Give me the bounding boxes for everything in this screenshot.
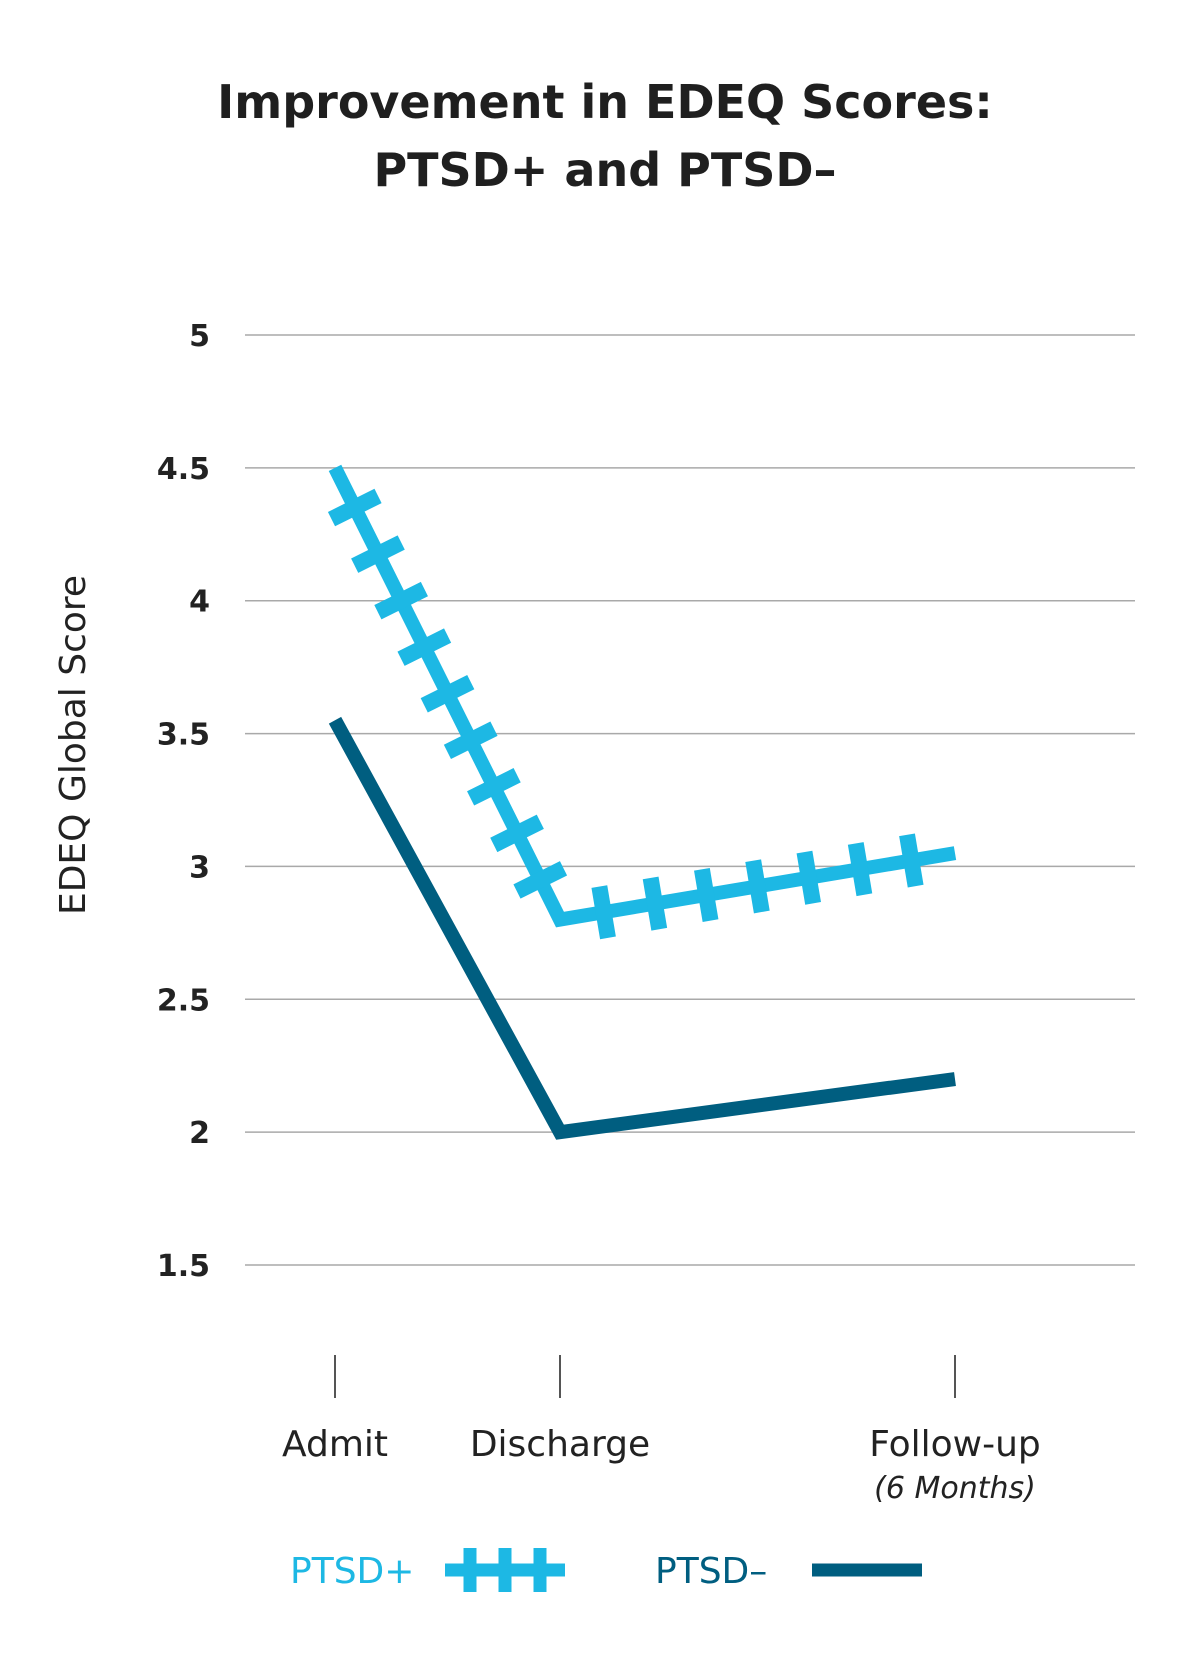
y-tick-label: 3 (189, 850, 210, 885)
series-marker (420, 674, 475, 713)
y-axis-label: EDEQ Global Score (53, 575, 94, 915)
y-tick-label: 4.5 (157, 452, 210, 487)
series-line (328, 464, 957, 928)
legend: PTSD+ PTSD– (290, 1548, 922, 1592)
series-marker (351, 535, 405, 573)
series-marker (443, 721, 498, 760)
series-marker (899, 833, 924, 888)
series-marker (694, 868, 719, 922)
y-axis-ticks: 1.5 2 2.5 3 3.5 4 4.5 5 (157, 319, 210, 1284)
series-marker (513, 861, 568, 899)
series-marker (467, 768, 521, 806)
legend-label: PTSD– (655, 1551, 767, 1592)
x-tick-label: Admit (282, 1424, 388, 1465)
x-tick-sublabel: (6 Months) (874, 1471, 1036, 1506)
series-marker (847, 842, 873, 897)
series-line (328, 716, 956, 1140)
chart-title-line-2: PTSD+ and PTSD– (373, 143, 836, 197)
y-tick-label: 3.5 (157, 718, 210, 753)
chart-title-line-1: Improvement in EDEQ Scores: (217, 75, 993, 129)
y-tick-label: 2.5 (157, 983, 210, 1018)
series-marker (374, 581, 428, 620)
y-tick-label: 5 (189, 319, 210, 354)
x-tick-label: Discharge (470, 1424, 650, 1465)
y-tick-label: 2 (189, 1116, 210, 1151)
series-lines (327, 464, 957, 1140)
y-tick-label: 4 (189, 585, 210, 620)
series-marker (796, 850, 821, 905)
series-marker (397, 628, 452, 666)
x-tick-label: Follow-up (869, 1424, 1041, 1465)
series-ptsd-plus (327, 464, 957, 940)
legend-label: PTSD+ (290, 1551, 414, 1592)
y-tick-label: 1.5 (157, 1249, 210, 1284)
series-marker (642, 876, 668, 931)
series-marker (327, 488, 382, 527)
series-marker (745, 859, 770, 914)
series-marker (490, 814, 544, 853)
x-axis-ticks: Admit Discharge Follow-up (6 Months) (282, 1355, 1041, 1506)
series-ptsd-minus (328, 716, 956, 1140)
series-marker (591, 885, 616, 940)
